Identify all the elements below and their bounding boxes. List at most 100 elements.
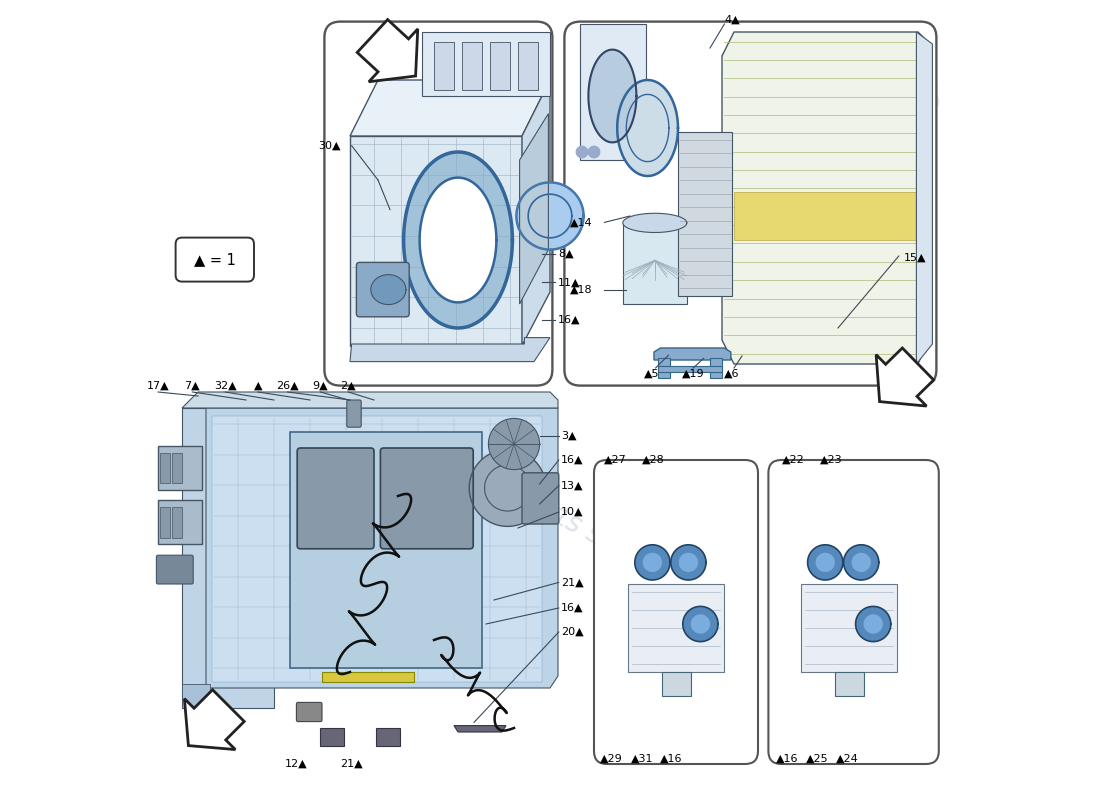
Polygon shape [662, 672, 691, 696]
Text: 12▲: 12▲ [285, 758, 308, 768]
Text: 21▲: 21▲ [561, 578, 584, 587]
Polygon shape [419, 178, 496, 302]
Polygon shape [182, 392, 558, 408]
Text: ▲: ▲ [254, 380, 262, 390]
FancyBboxPatch shape [769, 460, 938, 764]
Text: EPC
SPEEDS: EPC SPEEDS [798, 44, 943, 115]
Text: ▲ = 1: ▲ = 1 [194, 253, 235, 267]
Polygon shape [654, 348, 730, 360]
Polygon shape [580, 24, 646, 160]
FancyBboxPatch shape [462, 42, 482, 90]
Polygon shape [876, 348, 934, 406]
Text: ▲29: ▲29 [601, 754, 623, 763]
Polygon shape [671, 545, 706, 580]
Polygon shape [358, 19, 418, 82]
FancyBboxPatch shape [375, 728, 399, 746]
Polygon shape [182, 408, 274, 708]
Text: 21▲: 21▲ [340, 758, 363, 768]
FancyBboxPatch shape [297, 448, 374, 549]
Polygon shape [815, 553, 835, 572]
Polygon shape [182, 684, 210, 708]
Polygon shape [851, 553, 871, 572]
FancyBboxPatch shape [356, 262, 409, 317]
Polygon shape [522, 80, 550, 346]
Polygon shape [404, 152, 513, 328]
FancyBboxPatch shape [434, 42, 454, 90]
Polygon shape [683, 606, 718, 642]
Polygon shape [710, 358, 722, 378]
Polygon shape [635, 545, 670, 580]
Polygon shape [422, 32, 550, 96]
Polygon shape [519, 114, 549, 304]
Polygon shape [844, 545, 879, 580]
Text: 15▲: 15▲ [903, 253, 926, 262]
Polygon shape [588, 50, 637, 142]
FancyBboxPatch shape [161, 453, 170, 483]
Text: 16▲: 16▲ [558, 315, 581, 325]
Polygon shape [623, 223, 686, 304]
Text: ▲31: ▲31 [630, 754, 653, 763]
Text: 20▲: 20▲ [561, 627, 584, 637]
Text: ▲24: ▲24 [836, 754, 859, 763]
FancyBboxPatch shape [158, 446, 202, 490]
FancyBboxPatch shape [320, 728, 344, 746]
Text: 16▲: 16▲ [561, 455, 584, 465]
Text: 13▲: 13▲ [561, 481, 584, 490]
Text: 2▲: 2▲ [341, 380, 356, 390]
Text: ▲18: ▲18 [570, 285, 593, 294]
FancyBboxPatch shape [522, 473, 559, 524]
Text: 26▲: 26▲ [276, 380, 299, 390]
Text: 10▲: 10▲ [561, 507, 584, 517]
Polygon shape [617, 80, 678, 176]
Text: 30▲: 30▲ [318, 141, 341, 150]
Text: 4▲: 4▲ [725, 15, 740, 25]
FancyBboxPatch shape [173, 453, 182, 483]
Text: ▲5: ▲5 [645, 369, 660, 378]
Polygon shape [185, 690, 244, 750]
Polygon shape [470, 450, 546, 526]
Polygon shape [642, 553, 662, 572]
Polygon shape [488, 418, 540, 470]
Polygon shape [658, 358, 670, 378]
Polygon shape [350, 338, 550, 362]
FancyBboxPatch shape [158, 500, 202, 544]
FancyBboxPatch shape [346, 400, 361, 427]
Text: ▲28: ▲28 [642, 455, 664, 465]
Polygon shape [658, 366, 722, 372]
Polygon shape [722, 32, 930, 364]
Polygon shape [734, 192, 916, 240]
Polygon shape [856, 606, 891, 642]
Polygon shape [206, 408, 558, 688]
Polygon shape [516, 182, 584, 250]
Polygon shape [212, 416, 542, 682]
Polygon shape [575, 146, 589, 158]
Text: 11▲: 11▲ [558, 278, 581, 287]
Text: 7▲: 7▲ [185, 380, 200, 390]
Text: ▲23: ▲23 [821, 455, 843, 465]
Polygon shape [628, 584, 725, 672]
Polygon shape [350, 80, 550, 136]
Polygon shape [916, 32, 933, 364]
FancyBboxPatch shape [161, 507, 170, 538]
Polygon shape [290, 432, 482, 668]
Polygon shape [807, 545, 843, 580]
Text: ▲27: ▲27 [604, 455, 627, 465]
FancyBboxPatch shape [594, 460, 758, 764]
FancyBboxPatch shape [324, 22, 552, 386]
Text: 17▲: 17▲ [146, 380, 169, 390]
FancyBboxPatch shape [156, 555, 194, 584]
Polygon shape [835, 672, 864, 696]
Polygon shape [801, 584, 898, 672]
Text: 32▲: 32▲ [213, 380, 236, 390]
Text: ▲16: ▲16 [776, 754, 799, 763]
Polygon shape [864, 614, 883, 634]
Text: 16▲: 16▲ [561, 603, 584, 613]
FancyBboxPatch shape [564, 22, 936, 386]
Polygon shape [679, 553, 699, 572]
Text: ▲6: ▲6 [725, 369, 740, 378]
Polygon shape [678, 132, 733, 296]
FancyBboxPatch shape [176, 238, 254, 282]
Polygon shape [371, 274, 406, 305]
Text: ▲22: ▲22 [782, 455, 805, 465]
FancyBboxPatch shape [381, 448, 473, 549]
